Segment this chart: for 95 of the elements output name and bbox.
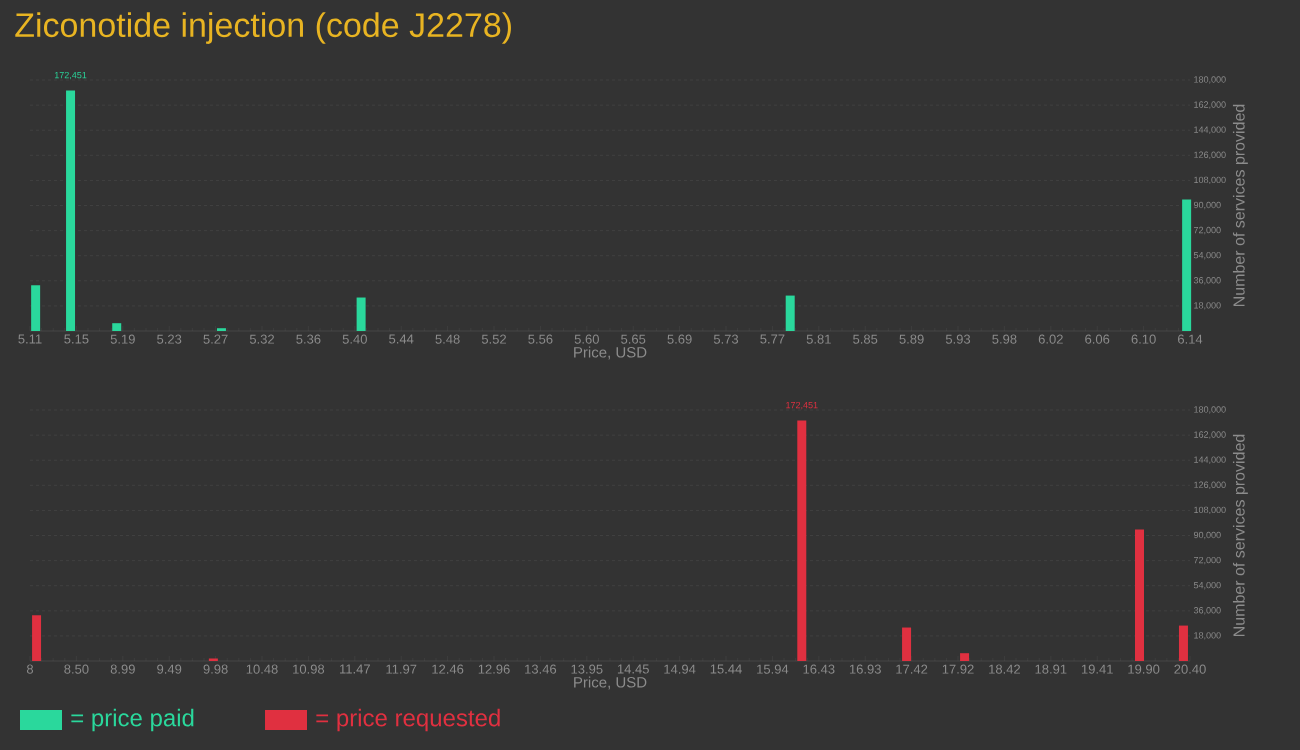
bar [1178,625,1188,661]
x-tick-label: 5.15 [64,334,89,344]
y-tick-label: 36,000 [1193,607,1221,615]
bar [785,295,795,331]
x-tick-label: 5.65 [621,334,646,344]
x-tick-label: 5.44 [389,334,414,344]
x-tick-label: 15.94 [757,664,789,674]
x-tick-label: 8.99 [110,664,135,674]
bar [216,328,226,331]
x-tick-label: 20.40 [1174,664,1206,674]
x-tick-label: 19.41 [1081,664,1113,674]
x-tick-label: 6.10 [1131,334,1156,344]
y-tick-label: 72,000 [1194,556,1221,565]
y-tick-label: 162,000 [1194,101,1226,109]
y-tick-label: 18,000 [1194,302,1221,310]
x-axis-title: Price, USD [574,676,647,690]
x-tick-label: 14.45 [617,664,649,674]
y-tick-label: 180,000 [1194,76,1226,84]
y-tick-label: 54,000 [1193,251,1221,260]
x-tick-label: 5.98 [992,334,1017,344]
bar [356,297,366,331]
bar [32,615,42,661]
legend-label: = price paid [71,708,194,732]
x-tick-label: 5.60 [574,334,599,344]
x-tick-label: 10.98 [293,664,325,674]
x-tick-label: 6.06 [1085,334,1110,344]
x-tick-label: 5.73 [713,334,739,344]
y-tick-label: 180,000 [1194,406,1226,414]
x-tick-label: 6.14 [1178,334,1203,344]
data-label: 172,451 [786,401,818,410]
bar [31,285,41,331]
x-tick-label: 5.23 [157,334,182,344]
data-label: 172,451 [54,71,87,80]
y-tick-label: 18,000 [1194,632,1221,640]
y-tick-label: 144,000 [1194,456,1226,464]
x-tick-label: 16.43 [803,664,835,674]
bar [66,90,76,331]
x-tick-label: 5.93 [945,334,971,344]
x-tick-label: 5.69 [667,334,692,344]
bar [902,627,912,661]
y-tick-label: 126,000 [1194,151,1226,160]
x-tick-label: 5.56 [528,334,553,344]
chart-title: Ziconotide injection (code J2278) [15,12,511,44]
x-tick-label: 5.85 [853,334,878,344]
x-tick-label: 5.52 [481,334,506,344]
x-tick-label: 13.95 [571,664,603,674]
x-tick-label: 9.49 [157,664,182,674]
y-tick-label: 108,000 [1194,176,1226,185]
x-axis-title: Price, USD [574,346,647,360]
bar [208,658,218,661]
y-tick-label: 144,000 [1194,126,1226,134]
legend-label: = price requested [316,708,500,732]
x-tick-label: 12.96 [478,664,510,674]
bar [1135,529,1144,661]
x-tick-label: 5.32 [249,334,274,344]
x-tick-label: 5.81 [806,334,831,344]
x-tick-label: 6.02 [1038,334,1063,344]
x-tick-label: 13.46 [525,664,557,674]
x-tick-label: 14.94 [664,664,696,674]
x-tick-label: 11.47 [340,664,370,674]
x-tick-label: 8.50 [64,664,89,674]
x-tick-label: 5.11 [18,334,42,344]
x-tick-label: 5.27 [203,334,228,344]
y-axis-title: Number of services provided [1232,104,1248,306]
x-tick-label: 5.48 [435,334,460,344]
x-tick-label: 12.46 [432,664,464,674]
bar [960,653,970,661]
y-tick-label: 108,000 [1194,506,1226,515]
x-tick-label: 8 [26,664,34,674]
bar [1182,199,1192,331]
x-tick-label: 9.98 [203,664,228,674]
x-tick-label: 17.42 [896,664,928,674]
x-tick-label: 16.93 [849,664,881,674]
bar [112,323,122,331]
y-tick-label: 90,000 [1193,201,1221,210]
x-tick-label: 5.40 [342,334,367,344]
x-tick-label: 5.19 [110,334,135,344]
x-tick-label: 19.90 [1128,664,1160,674]
y-tick-label: 126,000 [1194,481,1226,490]
y-tick-label: 72,000 [1194,226,1221,235]
x-tick-label: 5.77 [760,334,785,344]
y-axis-title: Number of services provided [1232,434,1248,636]
y-tick-label: 36,000 [1193,277,1221,285]
x-tick-label: 5.89 [899,334,924,344]
x-tick-label: 18.42 [989,664,1021,674]
x-tick-label: 15.44 [710,664,742,674]
x-tick-label: 11.97 [386,664,417,674]
bar [797,420,807,661]
x-tick-label: 5.36 [296,334,321,344]
y-tick-label: 90,000 [1193,531,1221,540]
x-tick-label: 10.48 [246,664,278,674]
x-tick-label: 18.91 [1035,664,1067,674]
y-tick-label: 162,000 [1194,431,1226,439]
y-tick-label: 54,000 [1193,581,1221,590]
x-tick-label: 17.92 [942,664,974,674]
